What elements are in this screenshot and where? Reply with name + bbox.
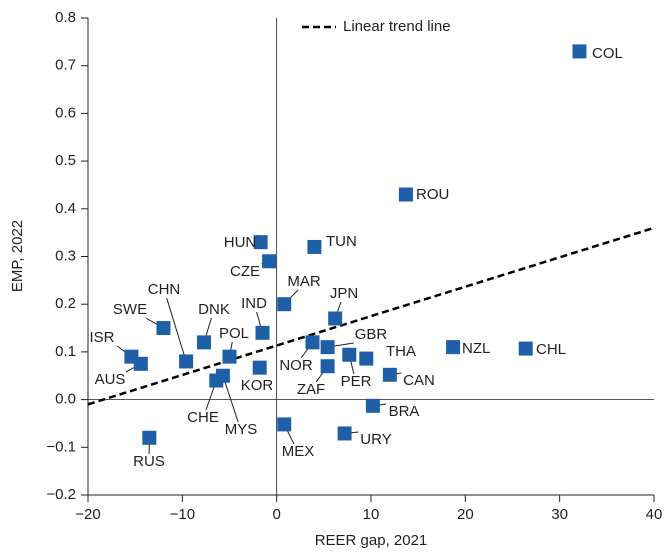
y-tick-label: 0.1	[55, 343, 76, 360]
point-label: THA	[386, 343, 416, 360]
point-label: ROU	[416, 186, 449, 203]
point-label: PER	[341, 373, 372, 390]
point	[342, 347, 357, 362]
y-tick-label: −0.2	[46, 486, 76, 503]
x-tick-label: 10	[363, 506, 380, 523]
x-tick-label: 40	[646, 506, 663, 523]
y-tick-label: 0.4	[55, 200, 76, 217]
point	[382, 367, 397, 382]
point	[307, 239, 322, 254]
point	[446, 340, 461, 355]
point	[398, 187, 413, 202]
point	[365, 398, 380, 413]
point	[277, 417, 292, 432]
legend-label: Linear trend line	[343, 18, 451, 35]
x-tick-label: −20	[75, 506, 100, 523]
point-label: MEX	[282, 443, 315, 460]
y-tick-label: 0.6	[55, 104, 76, 121]
point	[179, 354, 194, 369]
x-tick-label: 0	[272, 506, 280, 523]
point-label: CHL	[536, 341, 566, 358]
point-label: CZE	[230, 263, 260, 280]
point-label: TUN	[326, 233, 357, 250]
point	[320, 359, 335, 374]
y-tick-label: 0.0	[55, 391, 76, 408]
point	[320, 340, 335, 355]
point	[142, 430, 157, 445]
x-tick-label: 30	[551, 506, 568, 523]
leader-line	[222, 375, 239, 423]
point	[305, 335, 320, 350]
y-axis-label: EMP, 2022	[9, 220, 26, 292]
point	[222, 349, 237, 364]
point-label: CAN	[403, 372, 435, 389]
point-label: POL	[219, 325, 249, 342]
y-tick-label: −0.1	[46, 438, 76, 455]
point-label: BRA	[389, 403, 420, 420]
point-label: JPN	[330, 285, 358, 302]
x-axis-label: REER gap, 2021	[315, 532, 428, 549]
y-tick-label: 0.5	[55, 152, 76, 169]
x-tick-label: −10	[170, 506, 195, 523]
point-label: MAR	[287, 273, 321, 290]
point	[328, 311, 343, 326]
point-label: MYS	[225, 421, 258, 438]
point-label: GBR	[355, 326, 388, 343]
point-label: KOR	[241, 377, 274, 394]
point-label: IND	[241, 295, 267, 312]
point	[156, 321, 171, 336]
point	[252, 360, 267, 375]
y-tick-label: 0.3	[55, 247, 76, 264]
point-label: HUN	[224, 234, 257, 251]
point-label: CHN	[148, 281, 181, 298]
point	[133, 356, 148, 371]
point	[262, 254, 277, 269]
y-tick-label: 0.7	[55, 57, 76, 74]
leader-line	[166, 297, 187, 362]
point-label: COL	[592, 45, 623, 62]
point	[197, 335, 212, 350]
point-label: DNK	[198, 301, 230, 318]
point	[209, 373, 224, 388]
point	[337, 426, 352, 441]
point	[572, 44, 587, 59]
point-label: ZAF	[297, 381, 325, 398]
y-tick-label: 0.2	[55, 295, 76, 312]
point-label: NOR	[279, 357, 313, 374]
point	[253, 235, 268, 250]
point	[518, 341, 533, 356]
point-label: NZL	[462, 340, 490, 357]
point-label: RUS	[133, 453, 165, 470]
point	[255, 325, 270, 340]
point-label: ISR	[89, 329, 114, 346]
point-label: SWE	[113, 301, 147, 318]
x-tick-label: 20	[457, 506, 474, 523]
y-tick-label: 0.8	[55, 9, 76, 26]
point	[359, 351, 374, 366]
point	[277, 297, 292, 312]
point-label: AUS	[95, 371, 126, 388]
point-label: CHE	[187, 409, 219, 426]
point-label: URY	[360, 431, 391, 448]
